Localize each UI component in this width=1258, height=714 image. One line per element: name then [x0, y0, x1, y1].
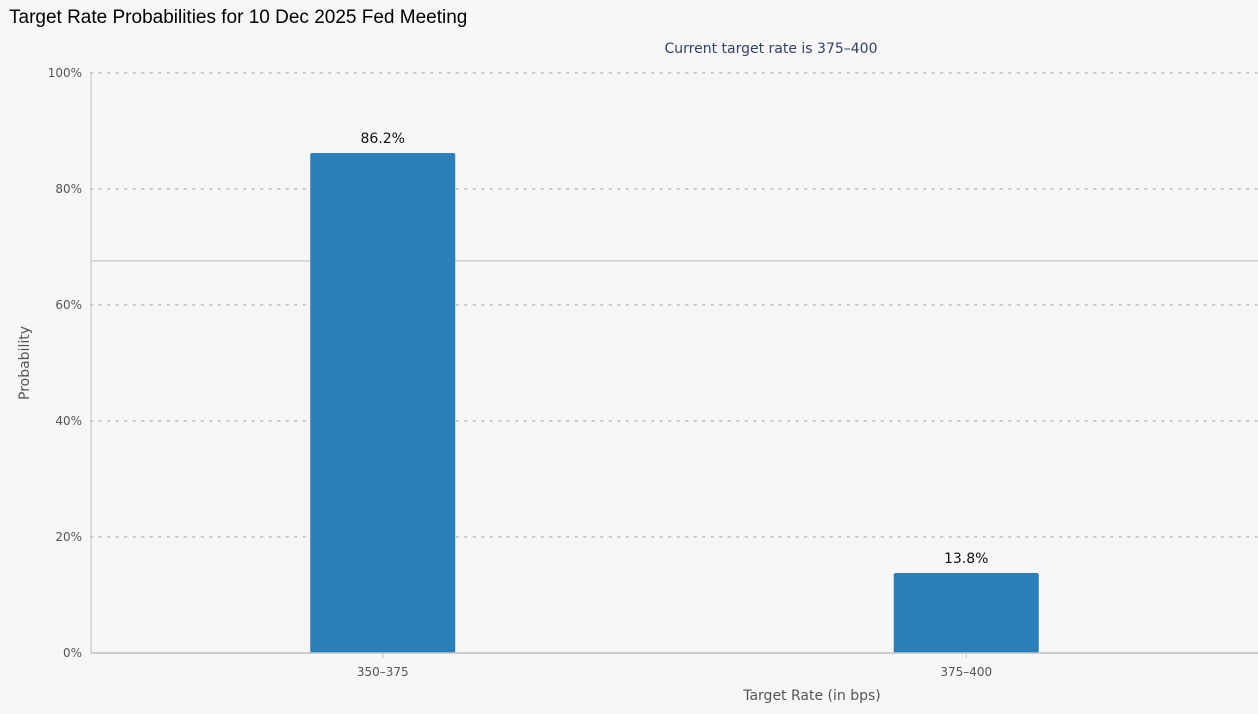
bar[interactable]	[310, 153, 456, 654]
y-tick-label: 0%	[63, 646, 82, 660]
y-tick-label: 20%	[55, 530, 82, 544]
y-tick-label: 60%	[55, 298, 82, 312]
bar[interactable]	[893, 572, 1039, 653]
y-axis-title: Probability	[17, 326, 33, 400]
page-title: Target Rate Probabilities for 10 Dec 202…	[9, 7, 468, 28]
x-axis-title: Target Rate (in bps)	[742, 688, 881, 704]
chart-subtitle: Current target rate is 375–400	[664, 41, 877, 57]
y-tick-labels: 0% 20% 40% 60% 80% 100%	[48, 66, 82, 660]
bar-value-label: 13.8%	[944, 551, 988, 567]
y-tick-label: 100%	[48, 66, 82, 80]
bar-value-label: 86.2%	[361, 131, 405, 147]
y-tick-label: 80%	[55, 182, 82, 196]
x-tick-label: 350–375	[357, 665, 409, 679]
bars	[310, 153, 1039, 654]
y-tick-label: 40%	[55, 414, 82, 428]
x-tick-labels: 350–375 375–400	[357, 653, 992, 679]
data-labels: 86.2% 13.8%	[361, 131, 989, 567]
gridlines	[90, 72, 1258, 538]
x-tick-label: 375–400	[940, 665, 992, 679]
